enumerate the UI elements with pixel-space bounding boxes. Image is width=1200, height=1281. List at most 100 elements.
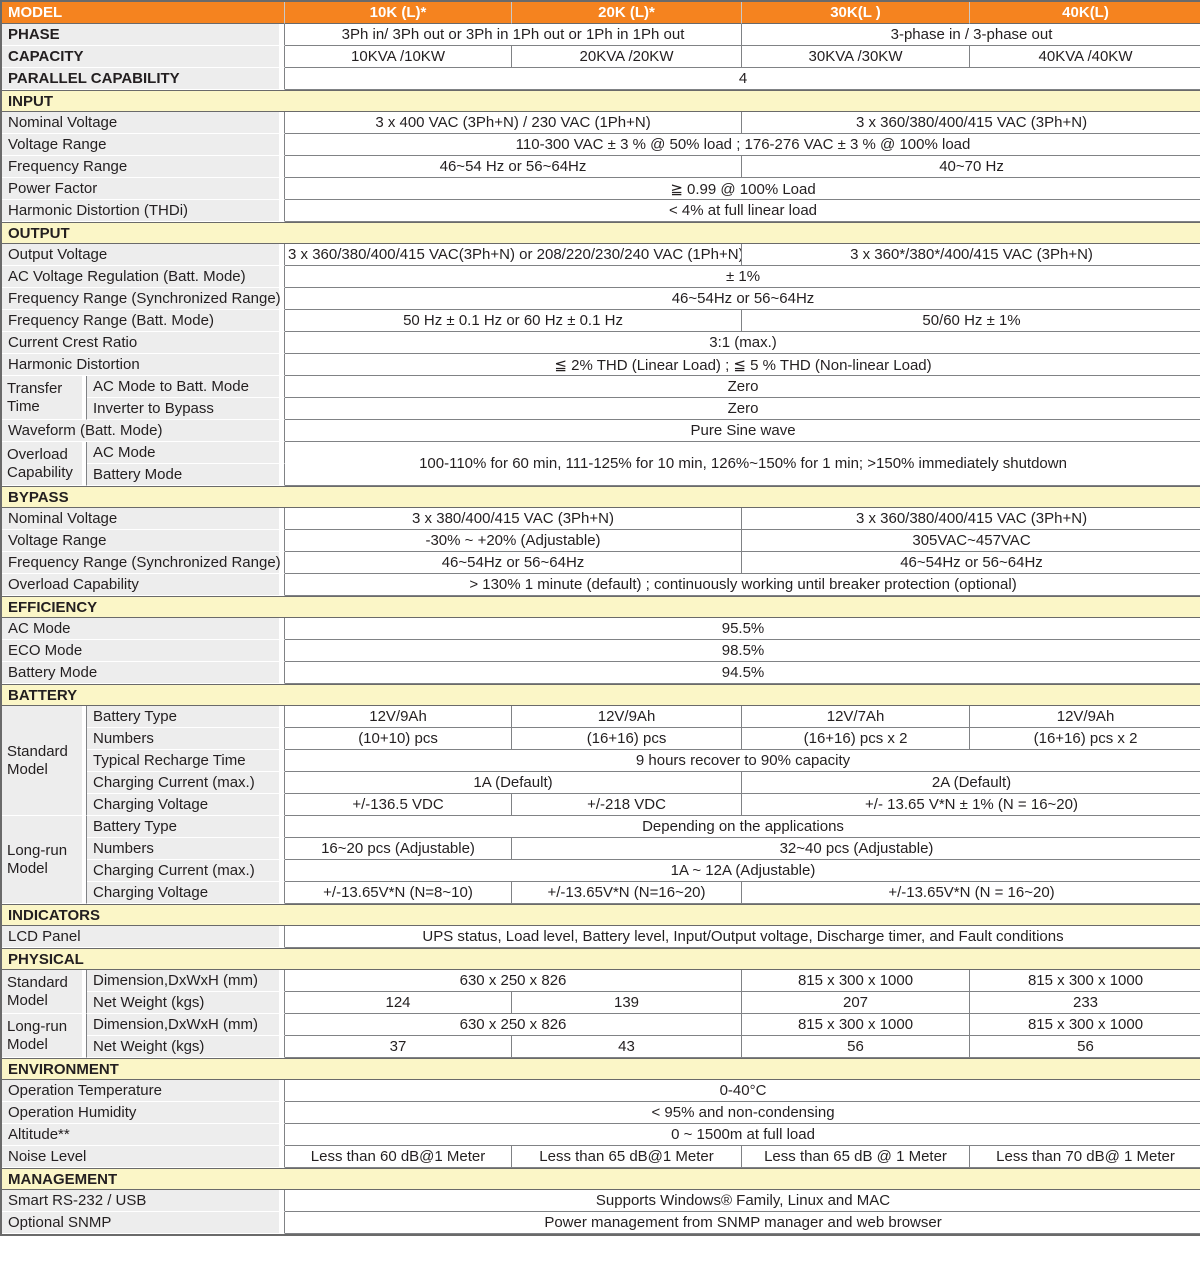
table-row: Net Weight (kgs) 124 139 207 233 bbox=[2, 992, 1200, 1014]
row-label: Frequency Range (Synchronized Range) bbox=[2, 552, 286, 574]
row-label: AC Mode bbox=[87, 442, 286, 464]
spec-value: 1A (Default) bbox=[285, 772, 743, 794]
spec-value: ± 1% bbox=[285, 266, 1200, 288]
spec-value: Zero bbox=[285, 376, 1200, 398]
row-label: Frequency Range (Batt. Mode) bbox=[2, 310, 286, 332]
row-label: Current Crest Ratio bbox=[2, 332, 286, 354]
table-row: Long-run Model Dimension,DxWxH (mm) 630 x … bbox=[2, 1014, 1200, 1058]
table-row: Frequency Range 46~54 Hz or 56~64Hz 40~70 … bbox=[2, 156, 1200, 178]
row-label: Harmonic Distortion (THDi) bbox=[2, 200, 286, 222]
spec-value: 9 hours recover to 90% capacity bbox=[285, 750, 1200, 772]
table-row: Charging Voltage +/-13.65V*N (N=8~10) +/-1… bbox=[2, 882, 1200, 904]
spec-value: Supports Windows® Family, Linux and MAC bbox=[285, 1190, 1200, 1212]
spec-value: 3 x 360/380/400/415 VAC (3Ph+N) bbox=[742, 508, 1200, 530]
spec-value: Less than 65 dB@1 Meter bbox=[512, 1146, 743, 1168]
row-label: Battery Type bbox=[87, 816, 286, 838]
spec-value: 12V/9Ah bbox=[970, 706, 1200, 728]
spec-value: 305VAC~457VAC bbox=[742, 530, 1200, 552]
row-label: Net Weight (kgs) bbox=[87, 1036, 286, 1058]
row-label: Voltage Range bbox=[2, 134, 286, 156]
table-row: LCD Panel UPS status, Load level, Battery… bbox=[2, 926, 1200, 948]
spec-value: 3 x 360*/380*/400/415 VAC (3Ph+N) bbox=[742, 244, 1200, 266]
spec-value: 124 bbox=[285, 992, 513, 1014]
spec-value: ≧ 0.99 @ 100% Load bbox=[285, 178, 1200, 200]
table-row: Typical Recharge Time 9 hours recover to … bbox=[2, 750, 1200, 772]
row-label: Battery Mode bbox=[87, 464, 286, 486]
spec-value: 3:1 (max.) bbox=[285, 332, 1200, 354]
row-label: Numbers bbox=[87, 728, 286, 750]
spec-value: 37 bbox=[285, 1036, 513, 1058]
table-row: Charging Voltage +/-136.5 VDC +/-218 VDC +/… bbox=[2, 794, 1200, 816]
table-row: PHASE 3Ph in/ 3Ph out or 3Ph in 1Ph out o… bbox=[2, 24, 1200, 46]
table-row: Long-run Model Battery Type Depending on t… bbox=[2, 816, 1200, 904]
table-row: Numbers 16~20 pcs (Adjustable) 32~40 pcs (… bbox=[2, 838, 1200, 860]
row-label: AC Mode to Batt. Mode bbox=[87, 376, 286, 398]
row-label: Noise Level bbox=[2, 1146, 286, 1168]
row-label: Operation Temperature bbox=[2, 1080, 286, 1102]
spec-value: 56 bbox=[970, 1036, 1200, 1058]
row-label: AC Voltage Regulation (Batt. Mode) bbox=[2, 266, 286, 288]
group-label: Transfer Time bbox=[2, 376, 87, 420]
spec-value: 0-40°C bbox=[285, 1080, 1200, 1102]
spec-value: 50 Hz ± 0.1 Hz or 60 Hz ± 0.1 Hz bbox=[285, 310, 743, 332]
spec-value: 30KVA /30KW bbox=[742, 46, 971, 68]
spec-value: +/-13.65V*N (N=8~10) bbox=[285, 882, 513, 904]
table-row: Output Voltage 3 x 360/380/400/415 VAC(3P… bbox=[2, 244, 1200, 266]
spec-value: 20KVA /20KW bbox=[512, 46, 743, 68]
table-row: Smart RS-232 / USB Supports Windows® Fami… bbox=[2, 1190, 1200, 1212]
spec-value: 4 bbox=[285, 68, 1200, 90]
row-label: Nominal Voltage bbox=[2, 112, 286, 134]
spec-value: Zero bbox=[285, 398, 1200, 420]
row-label: Numbers bbox=[87, 838, 286, 860]
table-row: Battery Mode bbox=[2, 464, 1200, 486]
table-row: Standard Model Dimension,DxWxH (mm) 630 x … bbox=[2, 970, 1200, 1014]
row-label: Voltage Range bbox=[2, 530, 286, 552]
table-row: Battery Mode 94.5% bbox=[2, 662, 1200, 684]
row-label: Optional SNMP bbox=[2, 1212, 286, 1234]
row-label: Charging Current (max.) bbox=[87, 772, 286, 794]
table-row: Frequency Range (Synchronized Range) 46~5… bbox=[2, 288, 1200, 310]
row-label: Typical Recharge Time bbox=[87, 750, 286, 772]
spec-value: 207 bbox=[742, 992, 971, 1014]
table-row: Waveform (Batt. Mode) Pure Sine wave bbox=[2, 420, 1200, 442]
table-row: Inverter to Bypass Zero bbox=[2, 398, 1200, 420]
row-label: Charging Voltage bbox=[87, 794, 286, 816]
group-label: Standard Model bbox=[2, 706, 87, 816]
section-header: ENVIRONMENT bbox=[2, 1058, 1200, 1080]
row-label: Nominal Voltage bbox=[2, 508, 286, 530]
row-label: Dimension,DxWxH (mm) bbox=[87, 970, 286, 992]
row-label: Battery Type bbox=[87, 706, 286, 728]
section-header-row: ENVIRONMENT bbox=[2, 1058, 1200, 1080]
row-label: Frequency Range (Synchronized Range) bbox=[2, 288, 286, 310]
model-column-header: 20K (L)* bbox=[512, 2, 743, 24]
table-row: Noise Level Less than 60 dB@1 Meter Less t… bbox=[2, 1146, 1200, 1168]
table-row: ECO Mode 98.5% bbox=[2, 640, 1200, 662]
table-row: Harmonic Distortion (THDi) < 4% at full l… bbox=[2, 200, 1200, 222]
row-label: Altitude** bbox=[2, 1124, 286, 1146]
row-label: Overload Capability bbox=[2, 574, 286, 596]
section-header-row: PHYSICAL bbox=[2, 948, 1200, 970]
spec-value: 815 x 300 x 1000 bbox=[970, 1014, 1200, 1036]
spec-value: (16+16) pcs x 2 bbox=[742, 728, 971, 750]
table-row: Voltage Range 110-300 VAC ± 3 % @ 50% loa… bbox=[2, 134, 1200, 156]
spec-value: +/-136.5 VDC bbox=[285, 794, 513, 816]
ups-specification-table: MODEL 10K (L)* 20K (L)* 30K(L ) 40K(L) PHAS… bbox=[0, 0, 1200, 1236]
model-column-header: 10K (L)* bbox=[285, 2, 513, 24]
spec-value: Power management from SNMP manager and w… bbox=[285, 1212, 1200, 1234]
spec-value: +/-13.65V*N (N=16~20) bbox=[512, 882, 743, 904]
spec-value: 12V/7Ah bbox=[742, 706, 971, 728]
row-label: ECO Mode bbox=[2, 640, 286, 662]
section-header-row: BATTERY bbox=[2, 684, 1200, 706]
row-label: Waveform (Batt. Mode) bbox=[2, 420, 286, 442]
spec-value: < 95% and non-condensing bbox=[285, 1102, 1200, 1124]
section-header: BATTERY bbox=[2, 684, 1200, 706]
spec-value: 1A ~ 12A (Adjustable) bbox=[285, 860, 1200, 882]
spec-value: 40KVA /40KW bbox=[970, 46, 1200, 68]
row-label: PARALLEL CAPABILITY bbox=[2, 68, 286, 90]
row-label: Harmonic Distortion bbox=[2, 354, 286, 376]
group-label: Overload Capability bbox=[2, 442, 87, 486]
spec-value: ≦ 2% THD (Linear Load) ; ≦ 5 % THD (Non-… bbox=[285, 354, 1200, 376]
spec-value: 233 bbox=[970, 992, 1200, 1014]
table-row: Power Factor ≧ 0.99 @ 100% Load bbox=[2, 178, 1200, 200]
spec-value: 100-110% for 60 min, 111-125% for 10 min… bbox=[285, 442, 1200, 486]
